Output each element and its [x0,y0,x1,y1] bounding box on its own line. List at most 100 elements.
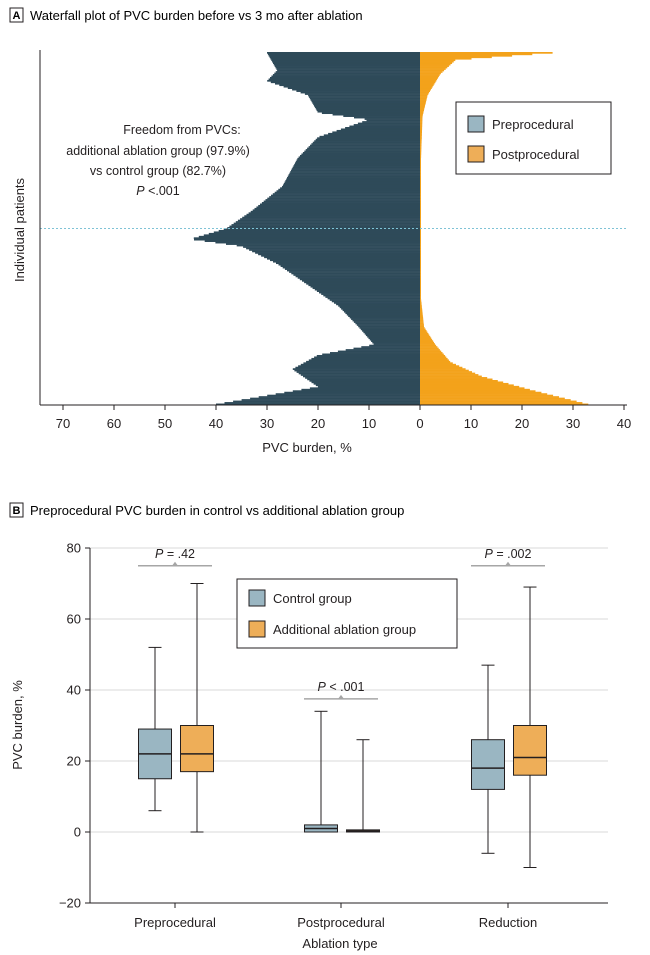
waterfall-bar-preprocedural [366,119,420,122]
waterfall-bar-preprocedural [308,96,420,98]
waterfall-bar-preprocedural [287,175,420,178]
waterfall-bar-preprocedural [215,241,420,244]
waterfall-bar-postprocedural [420,360,451,363]
waterfall-bar-preprocedural [344,310,420,313]
waterfall-bar-postprocedural [420,257,421,260]
waterfall-bar-postprocedural [420,185,421,188]
waterfall-bar-postprocedural [420,288,421,291]
waterfall-bar-preprocedural [349,316,420,319]
waterfall-bar-preprocedural [314,356,420,359]
waterfall-bar-postprocedural [420,254,421,257]
annotation-line-3: vs control group (82.7%) [90,164,226,178]
waterfall-bar-postprocedural [420,156,422,159]
waterfall-bar-postprocedural [420,137,422,140]
waterfall-bar-preprocedural [273,62,420,65]
waterfall-bar-postprocedural [420,127,423,129]
waterfall-bar-postprocedural [420,378,493,381]
waterfall-bar-preprocedural [254,207,420,210]
waterfall-bar-preprocedural [309,97,420,100]
legend-swatch-preprocedural [467,115,485,133]
waterfall-bar-postprocedural [420,340,434,342]
waterfall-bar-preprocedural [271,75,420,78]
waterfall-bar-postprocedural [420,328,426,331]
waterfall-bar-postprocedural [420,84,434,87]
waterfall-bar-preprocedural [250,210,420,213]
waterfall-bar-postprocedural [420,110,424,113]
waterfall-bar-preprocedural [314,140,420,142]
x-tick-label: 30 [260,416,274,431]
waterfall-bar-postprocedural [420,271,421,273]
waterfall-bar-postprocedural [420,375,482,378]
waterfall-bar-preprocedural [341,307,420,310]
waterfall-bar-preprocedural [294,163,420,166]
waterfall-bar-postprocedural [420,318,424,320]
waterfall-bar-preprocedural [292,88,420,91]
freedom-annotation: Freedom from PVCs: additional ablation g… [66,123,249,198]
waterfall-bar-postprocedural [420,113,423,116]
legend-label-control: Control group [273,591,352,606]
waterfall-bar-postprocedural [420,206,421,209]
waterfall-bar-postprocedural [420,256,421,259]
waterfall-bar-preprocedural [255,252,420,254]
waterfall-bar-preprocedural [368,337,420,340]
waterfall-bar-preprocedural [372,341,420,344]
waterfall-bar-preprocedural [244,215,420,217]
waterfall-bar-preprocedural [233,400,420,403]
waterfall-bar-postprocedural [420,227,421,229]
waterfall-bar-preprocedural [229,225,420,228]
waterfall-bar-preprocedural [246,247,420,250]
waterfall-bar-preprocedural [204,240,420,242]
waterfall-bar-preprocedural [208,232,420,235]
waterfall-bar-preprocedural [291,272,420,275]
waterfall-bar-preprocedural [362,329,420,332]
waterfall-bar-preprocedural [369,338,420,341]
waterfall-bar-postprocedural [420,116,423,119]
waterfall-bar-preprocedural [292,368,420,370]
y-axis-ticks-b: −20 0 20 40 60 80 [59,541,90,911]
waterfall-bar-preprocedural [258,396,420,398]
waterfall-bar-preprocedural [293,165,420,167]
waterfall-bar-preprocedural [359,327,420,329]
waterfall-bar-postprocedural [420,238,421,241]
waterfall-bar-preprocedural [338,304,420,307]
waterfall-bar-preprocedural [216,403,420,406]
waterfall-bar-postprocedural [420,347,439,350]
waterfall-bar-postprocedural [420,290,421,292]
waterfall-bar-preprocedural [264,256,420,259]
waterfall-bar-preprocedural [241,399,420,401]
waterfall-bar-preprocedural [285,179,420,182]
waterfall-bar-preprocedural [304,150,420,153]
waterfall-bar-preprocedural [313,103,420,106]
waterfall-bar-preprocedural [353,124,420,126]
waterfall-bar-postprocedural [420,371,472,373]
waterfall-bar-postprocedural [420,94,428,97]
waterfall-bar-preprocedural [311,143,420,145]
waterfall-bar-postprocedural [420,232,421,235]
waterfall-bar-postprocedural [420,235,421,238]
waterfall-bar-postprocedural [420,138,422,141]
waterfall-bar-postprocedural [420,382,509,385]
waterfall-bar-preprocedural [249,249,420,251]
waterfall-bar-preprocedural [280,187,420,190]
waterfall-bar-postprocedural [420,153,422,156]
waterfall-bar-preprocedural [303,375,420,378]
waterfall-bar-preprocedural [278,188,420,191]
waterfall-bar-preprocedural [308,284,420,287]
waterfall-bar-preprocedural [276,262,420,265]
waterfall-bar-postprocedural [420,243,421,245]
box-additional-postprocedural [346,739,380,833]
waterfall-bar-postprocedural [420,88,431,91]
waterfall-bar-preprocedural [271,59,420,62]
waterfall-bar-preprocedural [265,199,420,201]
waterfall-bar-postprocedural [420,152,422,154]
x-tick-label: Reduction [479,915,538,930]
waterfall-bar-postprocedural [420,66,448,69]
waterfall-bar-postprocedural [420,193,421,195]
x-tick-label: 20 [311,416,325,431]
waterfall-bar-preprocedural [289,271,420,273]
waterfall-bar-postprocedural [420,247,421,250]
waterfall-bar-postprocedural [420,71,443,73]
waterfall-bar-preprocedural [218,229,420,232]
waterfall-bar-postprocedural [420,310,423,313]
waterfall-bar-postprocedural [420,327,425,329]
